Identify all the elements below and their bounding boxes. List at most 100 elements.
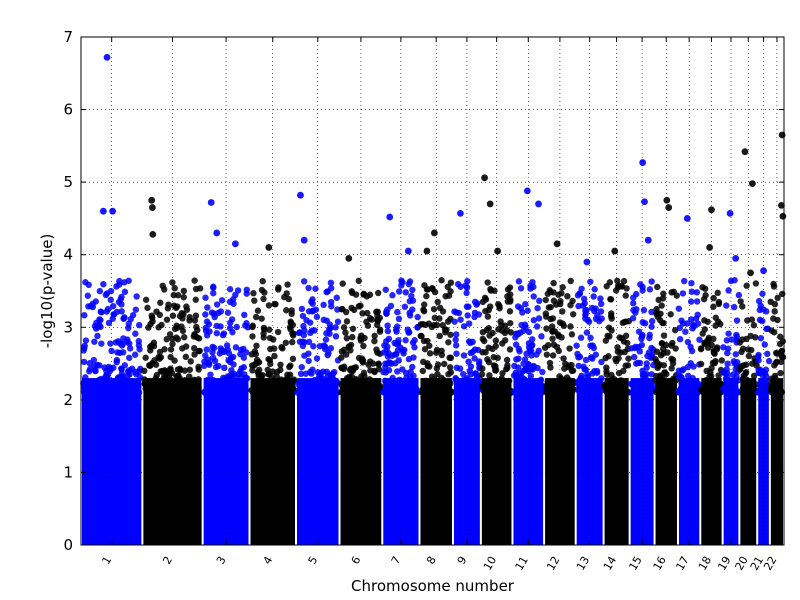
snp-point — [180, 294, 187, 301]
snp-point — [107, 296, 114, 304]
snp-point — [506, 346, 514, 353]
snp-point — [424, 286, 432, 293]
snp-point — [465, 320, 473, 327]
snp-point — [564, 293, 571, 300]
snp-point — [447, 354, 455, 362]
snp-point — [332, 324, 339, 331]
snp-point — [776, 386, 784, 394]
snp-point — [352, 364, 360, 371]
snp-point — [399, 385, 407, 393]
snp-point — [442, 293, 449, 300]
snp-point — [274, 328, 282, 336]
snp-point — [543, 325, 550, 332]
snp-point — [463, 303, 471, 310]
snp-point — [147, 347, 154, 354]
snp-point — [750, 322, 758, 329]
snp-point — [110, 364, 117, 371]
top-hit-point — [149, 204, 156, 211]
snp-point — [121, 279, 128, 286]
top-hit-point — [148, 196, 156, 204]
snp-point — [454, 388, 461, 396]
snp-point — [135, 389, 143, 396]
snp-point — [309, 296, 316, 303]
snp-point — [566, 345, 573, 352]
snp-point — [771, 308, 778, 315]
snp-point — [591, 389, 598, 396]
snp-point — [153, 389, 161, 396]
snp-point — [688, 288, 696, 295]
snp-point — [648, 308, 655, 316]
snp-point — [505, 377, 513, 385]
snp-point — [213, 330, 221, 337]
snp-point — [545, 304, 553, 311]
snp-point — [479, 328, 487, 336]
snp-point — [311, 327, 318, 334]
top-hit-point — [683, 215, 691, 222]
snp-point — [80, 383, 88, 390]
snp-point — [338, 348, 346, 355]
snp-point — [578, 285, 585, 292]
snp-point — [598, 315, 605, 322]
snp-point — [598, 358, 605, 366]
snp-point — [653, 348, 661, 355]
top-hit-point — [535, 200, 542, 208]
snp-point — [118, 365, 125, 372]
snp-point — [125, 377, 132, 385]
snp-point — [209, 354, 217, 361]
snp-point — [338, 364, 345, 371]
snp-point — [361, 387, 368, 394]
snp-point — [550, 380, 558, 387]
snp-point — [620, 277, 628, 285]
snp-point — [249, 333, 256, 340]
snp-point — [312, 382, 319, 389]
snp-point — [725, 287, 732, 294]
snp-point — [126, 354, 133, 362]
snp-point — [611, 385, 618, 392]
snp-point — [426, 350, 434, 357]
snp-point — [582, 307, 589, 314]
snp-point — [464, 312, 471, 319]
top-hit-point — [777, 201, 785, 209]
y-axis-label: -log10(p-value) — [38, 234, 56, 349]
snp-point — [320, 342, 328, 349]
snp-point — [333, 294, 340, 301]
snp-point — [186, 366, 194, 373]
snp-point — [135, 321, 143, 329]
top-hit-point — [747, 269, 754, 277]
snp-point — [525, 362, 533, 369]
snp-point — [251, 386, 258, 393]
snp-point — [289, 338, 296, 346]
snp-point — [482, 307, 489, 315]
snp-point — [159, 282, 166, 290]
snp-point — [260, 324, 268, 332]
snp-point — [252, 360, 260, 367]
snp-point — [401, 303, 409, 310]
snp-point — [648, 278, 655, 285]
snp-point — [426, 363, 433, 370]
snp-point — [567, 301, 574, 309]
snp-point — [170, 302, 178, 309]
snp-point — [191, 277, 198, 284]
x-tick-label: 17 — [673, 554, 691, 573]
snp-point — [669, 360, 677, 367]
snp-point — [103, 308, 110, 315]
snp-point — [266, 326, 273, 333]
snp-point — [350, 306, 358, 314]
snp-point — [284, 281, 291, 288]
snp-point — [694, 311, 701, 319]
snp-point — [629, 315, 637, 322]
snp-point — [451, 318, 458, 325]
snp-point — [300, 322, 307, 330]
snp-point — [574, 379, 582, 386]
snp-point — [660, 332, 668, 339]
snp-point — [327, 345, 335, 352]
snp-point — [161, 372, 168, 379]
snp-point — [739, 345, 747, 352]
snp-point — [462, 282, 469, 289]
snp-point — [97, 375, 105, 383]
snp-point — [473, 382, 480, 390]
snp-point — [630, 353, 638, 361]
snp-point — [702, 292, 709, 299]
snp-point — [85, 382, 93, 389]
